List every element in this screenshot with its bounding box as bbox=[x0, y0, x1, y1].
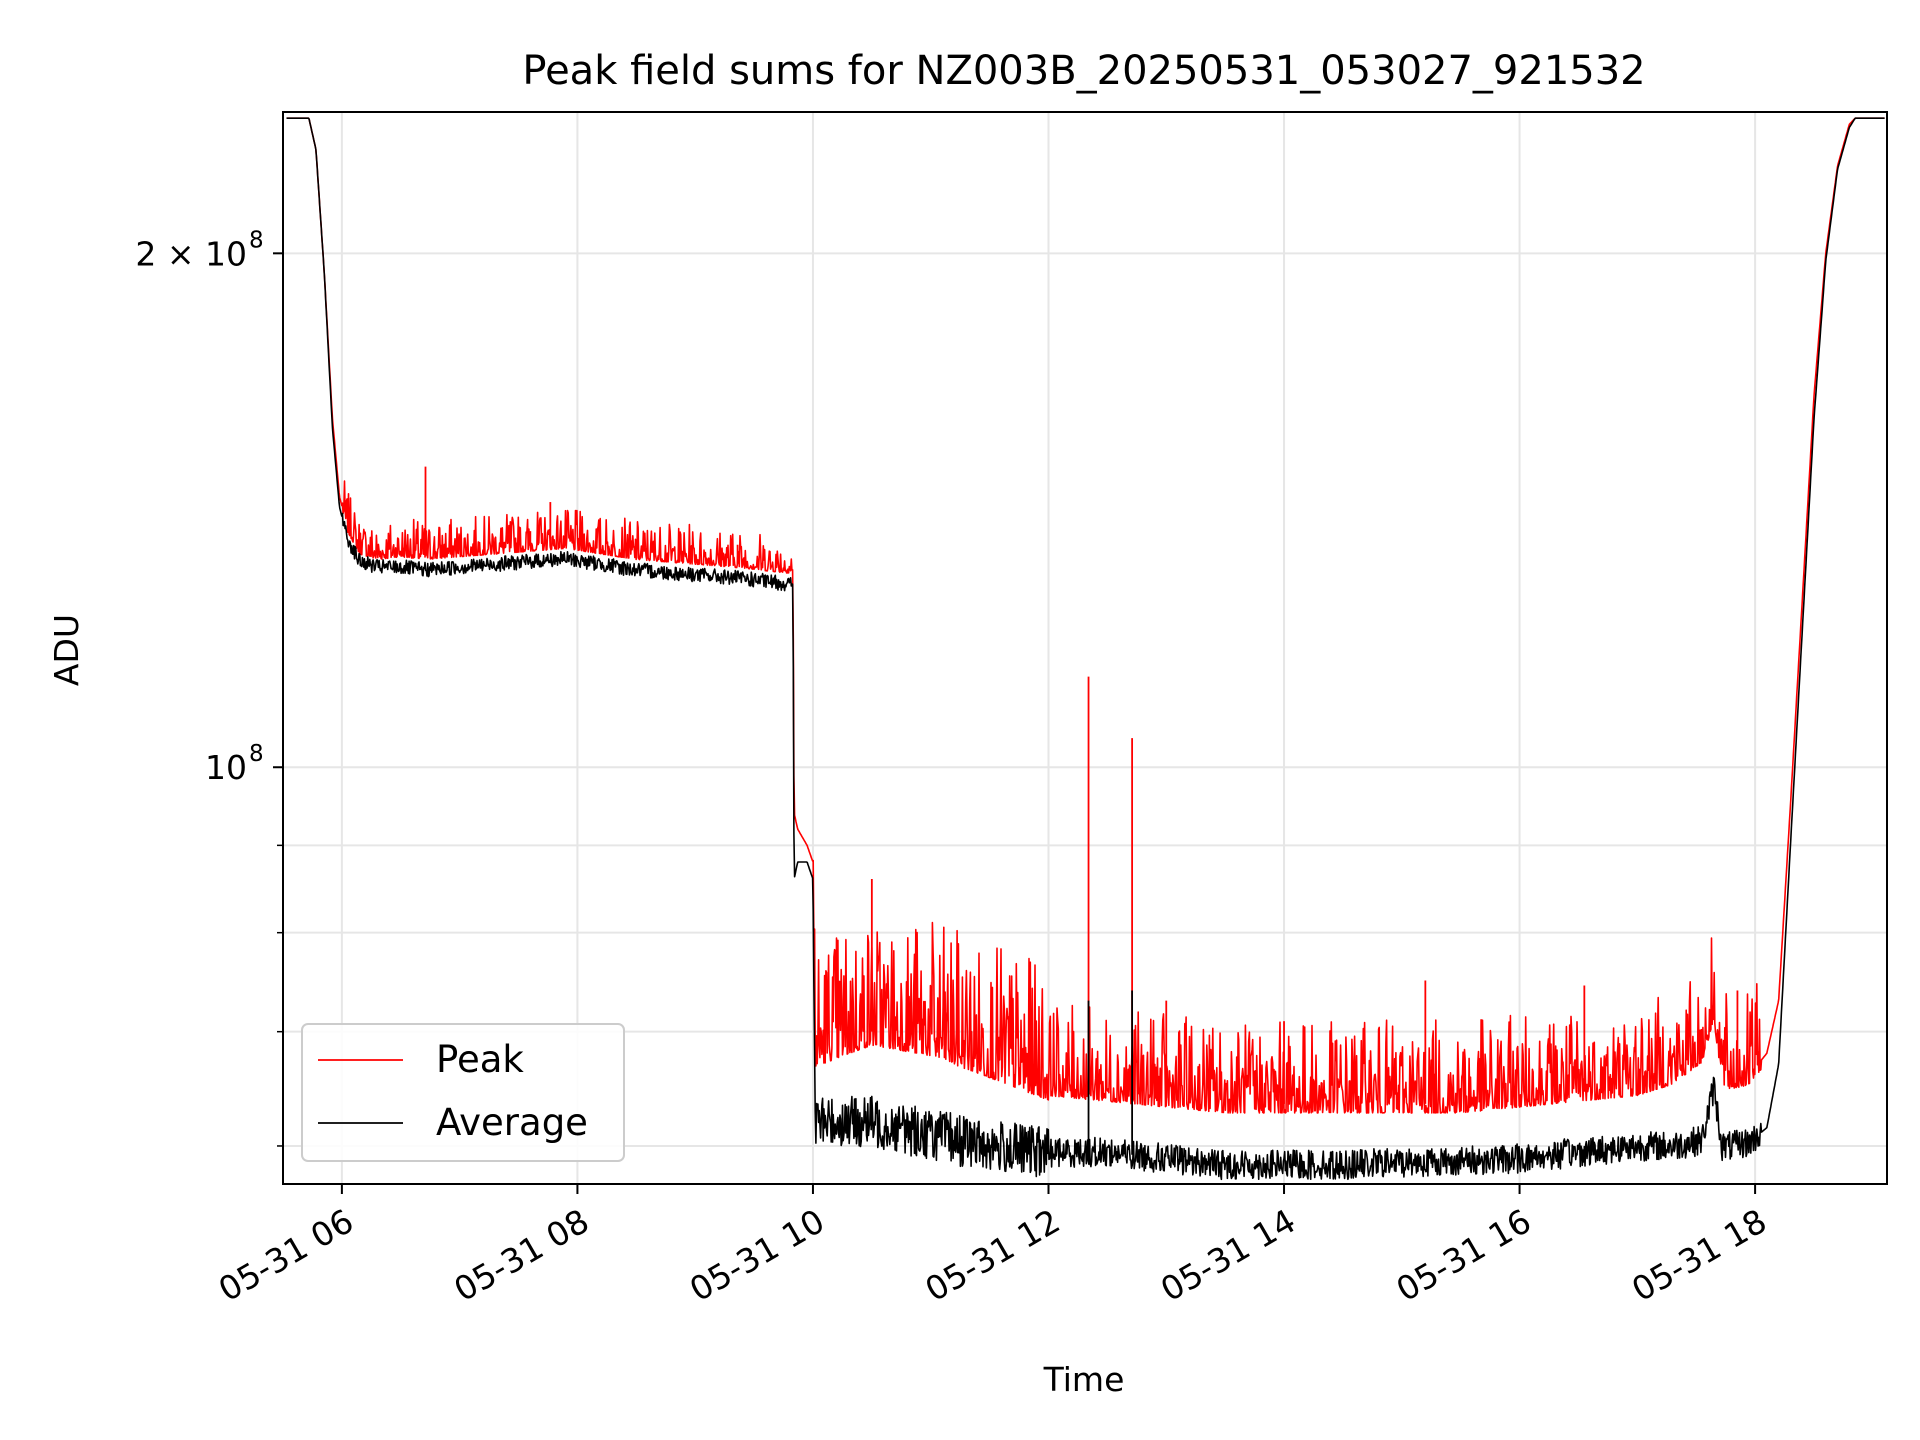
series-layer bbox=[286, 117, 1885, 1181]
series-line-average bbox=[286, 117, 1885, 1181]
legend-box bbox=[301, 1023, 625, 1162]
series-line-peak bbox=[286, 117, 1885, 1114]
y-tick-exponent: 8 bbox=[249, 227, 264, 253]
y-axis-label: ADU bbox=[47, 614, 86, 686]
chart-title: Peak field sums for NZ003B_20250531_0530… bbox=[522, 48, 1645, 94]
y-tick-label: 2 × 10 bbox=[135, 234, 247, 273]
axes-frame bbox=[282, 111, 1888, 1185]
y-tick-exponent: 8 bbox=[249, 741, 264, 767]
chart-legend: Peak Average bbox=[301, 1023, 625, 1162]
legend-label-average: Average bbox=[436, 1101, 588, 1144]
y-tick-label: 10 bbox=[205, 748, 247, 787]
legend-label-peak: Peak bbox=[436, 1038, 524, 1081]
x-axis-label: Time bbox=[1043, 1360, 1125, 1399]
